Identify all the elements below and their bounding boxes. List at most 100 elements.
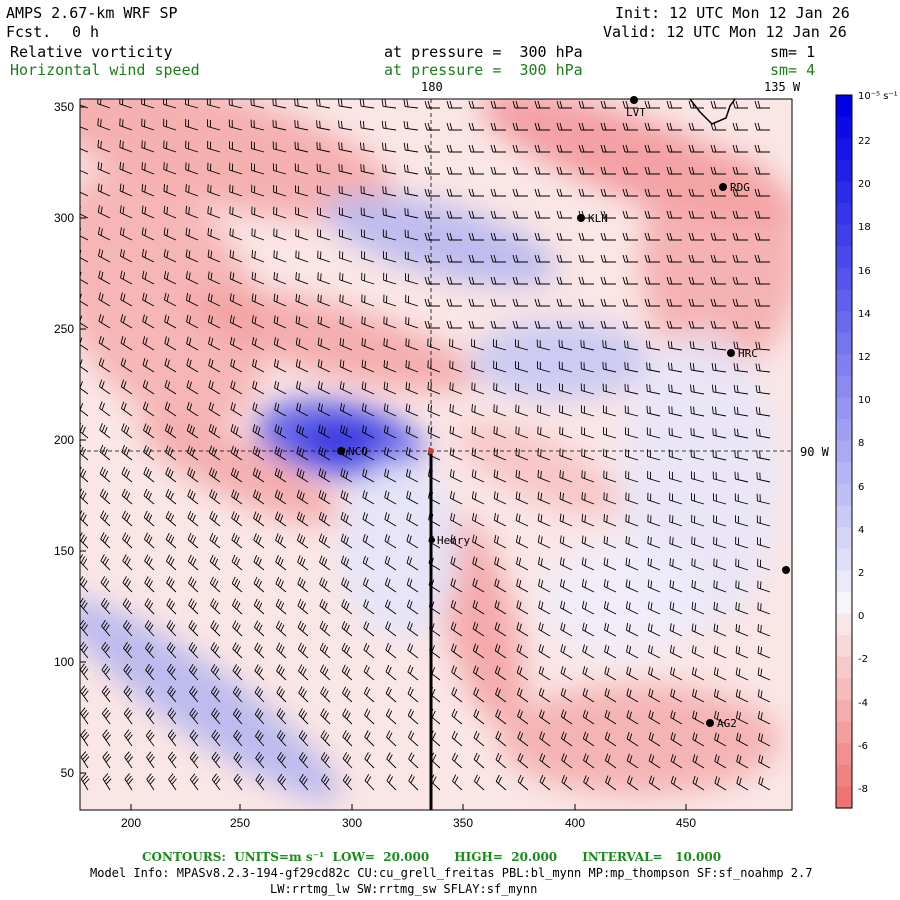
colorbar-step	[836, 289, 852, 312]
colorbar-tick-label: -4	[858, 697, 868, 709]
field1-level: at pressure = 300 hPa	[384, 43, 583, 61]
colorbar-step	[836, 419, 852, 442]
colorbar-step	[836, 527, 852, 550]
colorbar-tick-label: 2	[858, 568, 865, 579]
colorbar-tick-label: -6	[858, 740, 868, 752]
x-axis-ticks	[130, 804, 687, 810]
colorbar-step	[836, 635, 852, 658]
station-unnamed-marker	[782, 566, 790, 574]
parallel-label-90w: 90 W	[800, 445, 829, 459]
station-lvt-marker	[630, 96, 638, 104]
station-nco-marker	[337, 447, 345, 455]
coastline	[689, 99, 736, 125]
colorbar-step	[836, 764, 852, 787]
colorbar-step	[836, 332, 852, 355]
x-tick-350: 350	[453, 816, 473, 830]
colorbar-step	[836, 613, 852, 636]
model-info: Model Info: MPASv8.2.3-194-gf29cd82c CU:…	[90, 866, 813, 880]
x-tick-250: 250	[230, 816, 250, 830]
colorbar-tick-label: 22	[858, 136, 871, 147]
station-lvt-label: LVT	[626, 106, 646, 119]
colorbar-units: 10⁻⁵ s⁻¹	[858, 91, 898, 102]
colorbar-step	[836, 462, 852, 485]
colorbar	[835, 94, 853, 809]
contours-info: CONTOURS: UNITS=m s⁻¹ LOW= 20.000 HIGH= …	[142, 850, 722, 864]
colorbar-tick-label: 10	[858, 395, 871, 407]
station-nco-label: NCO	[348, 445, 368, 458]
model-title: AMPS 2.67-km WRF SP	[6, 4, 178, 22]
station-rdg-label: RDG	[730, 181, 750, 194]
plot-frame	[79, 98, 793, 811]
y-axis-ticks	[80, 106, 86, 774]
station-hrc-label: HRC	[738, 347, 758, 360]
cross-section-start	[428, 448, 434, 454]
y-tick-150: 150	[54, 544, 74, 558]
colorbar-step	[836, 656, 852, 679]
init-time: Init: 12 UTC Mon 12 Jan 26	[615, 4, 850, 22]
meridian-label-180: 180	[421, 80, 443, 94]
field2-level: at pressure = 300 hPa	[384, 61, 583, 79]
station-hrc-marker	[727, 349, 735, 357]
x-tick-300: 300	[342, 816, 362, 830]
colorbar-tick-label: 14	[858, 308, 871, 320]
colorbar-tick-label: 4	[858, 524, 865, 536]
colorbar-step	[836, 678, 852, 701]
colorbar-tick-label: 20	[858, 179, 871, 191]
colorbar-step	[836, 786, 852, 809]
stations: NCO KLN RDG HRC Henry AG2 LVT	[337, 96, 790, 730]
station-ag2-label: AG2	[717, 717, 737, 730]
colorbar-step	[836, 375, 852, 399]
x-tick-400: 400	[565, 816, 585, 830]
field2-smoothing: sm= 4	[770, 61, 816, 79]
colorbar-tick-label: -8	[858, 784, 868, 795]
y-tick-100: 100	[54, 655, 74, 669]
colorbar-step	[836, 267, 852, 291]
colorbar-step	[836, 440, 852, 463]
colorbar-step	[836, 203, 852, 226]
forecast-label: Fcst.	[6, 23, 52, 41]
colorbar-step	[836, 699, 852, 723]
colorbar-tick-label: 0	[858, 611, 865, 623]
colorbar-step	[836, 181, 852, 204]
colorbar-step	[836, 311, 852, 334]
colorbar-step	[836, 721, 852, 744]
meridian-label-135w: 135 W	[764, 80, 801, 94]
colorbar-tick-label: 18	[858, 222, 871, 234]
colorbar-step	[836, 483, 852, 507]
field1-smoothing: sm= 1	[770, 43, 816, 61]
colorbar-tick-label: 8	[858, 438, 865, 450]
valid-time: Valid: 12 UTC Mon 12 Jan 26	[603, 23, 847, 41]
station-henry-label: Henry	[437, 534, 470, 547]
vorticity-field	[80, 99, 792, 802]
colorbar-step	[836, 548, 852, 571]
x-tick-450: 450	[676, 816, 696, 830]
colorbar-step	[836, 354, 852, 377]
wind-barbs	[80, 99, 771, 791]
station-rdg-marker	[719, 183, 727, 191]
colorbar-step	[836, 224, 852, 247]
colorbar-tick-label: 6	[858, 481, 865, 493]
field1-name: Relative vorticity	[10, 43, 173, 61]
model-info-line2: LW:rrtmg_lw SW:rrtmg_sw SFLAY:sf_mynn	[270, 882, 538, 896]
colorbar-step	[836, 95, 852, 118]
colorbar-step	[836, 246, 852, 269]
colorbar-step	[836, 138, 852, 161]
colorbar-step	[836, 397, 852, 420]
colorbar-step	[836, 570, 852, 593]
y-tick-250: 250	[54, 322, 74, 336]
colorbar-step	[836, 743, 852, 766]
colorbar-step	[836, 116, 852, 139]
colorbar-step	[836, 159, 852, 183]
x-tick-200: 200	[121, 816, 141, 830]
colorbar-tick-label: 12	[858, 352, 871, 363]
y-tick-300: 300	[54, 211, 74, 225]
forecast-hour: 0 h	[72, 23, 100, 41]
colorbar-tick-label: 16	[858, 265, 871, 277]
colorbar-step	[836, 591, 852, 615]
colorbar-tick-label: -2	[858, 654, 868, 666]
y-tick-200: 200	[54, 433, 74, 447]
station-henry-marker	[429, 537, 435, 543]
field2-name: Horizontal wind speed	[10, 61, 200, 79]
station-ag2-marker	[706, 719, 714, 727]
